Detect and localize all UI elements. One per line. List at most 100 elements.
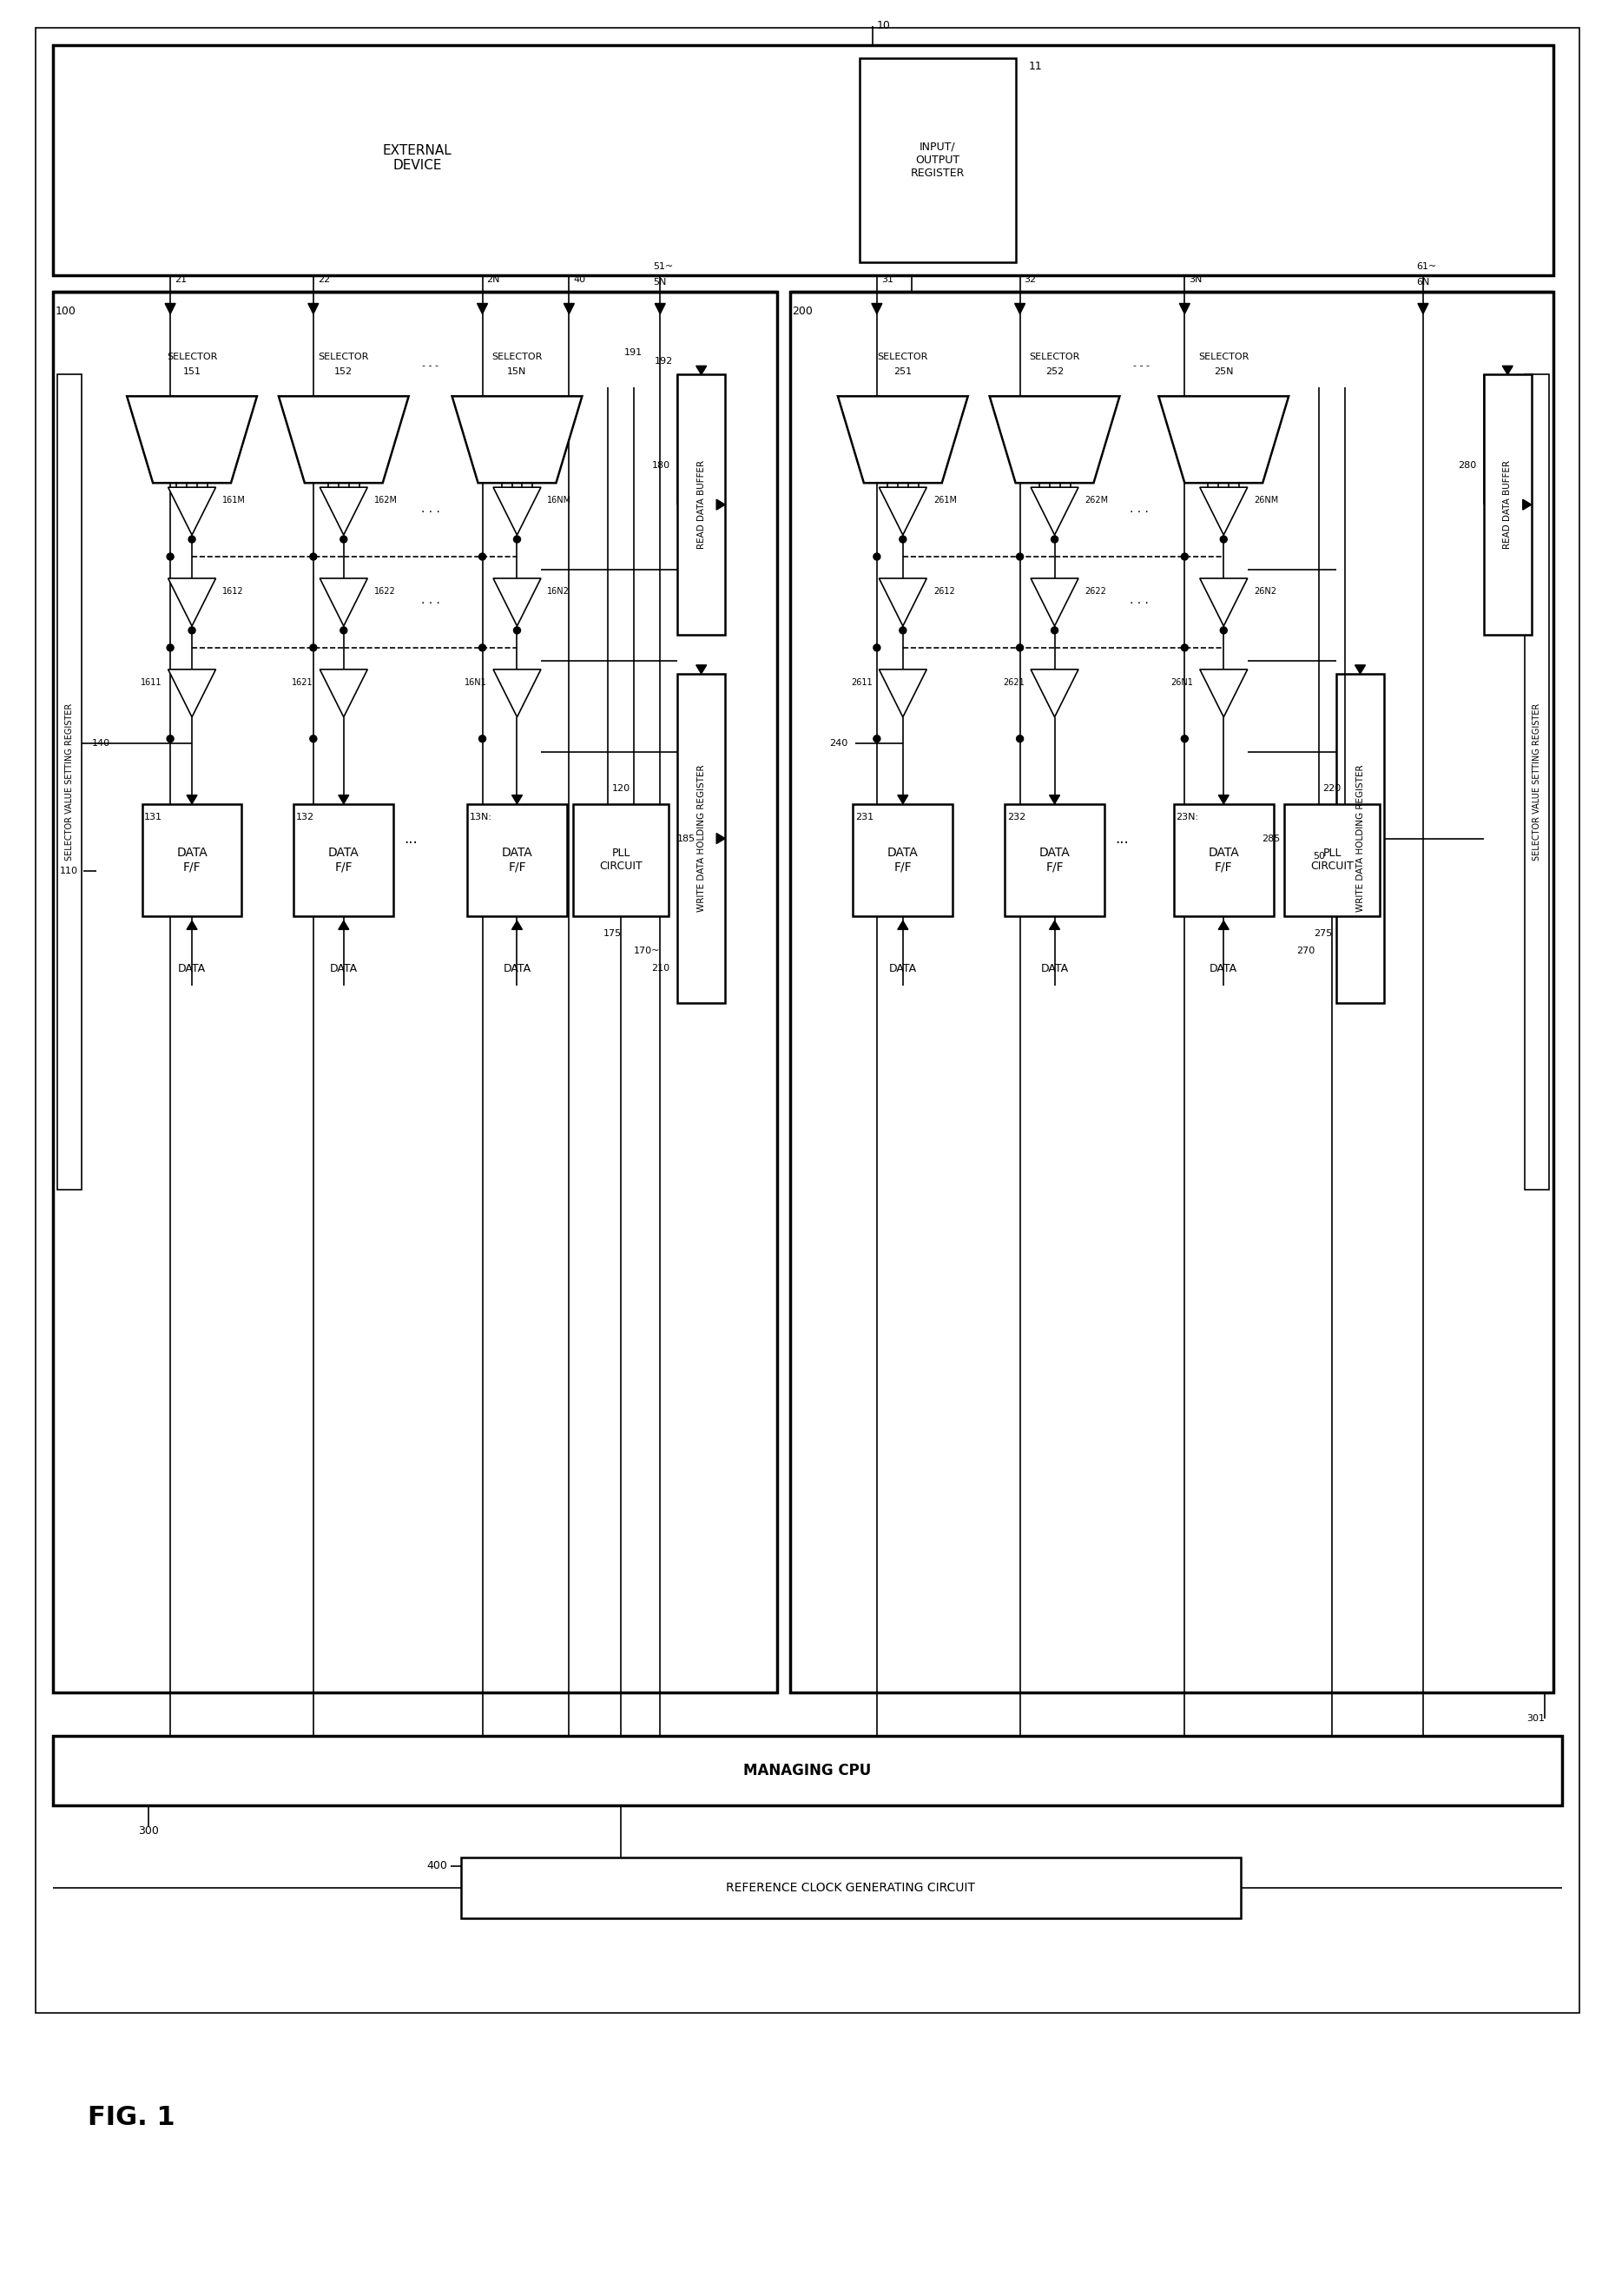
Circle shape [479, 645, 485, 652]
Polygon shape [655, 303, 665, 315]
Text: 21: 21 [175, 276, 187, 282]
Bar [35, 28, 1580, 2014]
Polygon shape [477, 303, 487, 315]
Polygon shape [990, 397, 1120, 482]
Circle shape [479, 553, 485, 560]
Text: 61~: 61~ [1416, 262, 1437, 271]
Polygon shape [871, 303, 883, 315]
Circle shape [189, 627, 195, 634]
Bar [53, 1736, 1562, 1805]
Text: 1611: 1611 [141, 677, 162, 687]
Text: PLL
CIRCUIT: PLL CIRCUIT [1310, 847, 1354, 872]
Text: 3N: 3N [1189, 276, 1203, 282]
Polygon shape [697, 666, 706, 673]
Circle shape [167, 553, 173, 560]
Text: 152: 152 [335, 367, 352, 377]
Text: 140: 140 [93, 739, 111, 748]
Text: 275: 275 [1314, 930, 1333, 939]
Text: 180: 180 [652, 461, 671, 471]
Text: SELECTOR: SELECTOR [319, 354, 368, 360]
Text: 1621: 1621 [292, 677, 314, 687]
Text: DATA: DATA [330, 962, 357, 974]
Polygon shape [279, 397, 409, 482]
Polygon shape [308, 303, 319, 315]
Text: REFERENCE CLOCK GENERATING CIRCUIT: REFERENCE CLOCK GENERATING CIRCUIT [726, 1880, 976, 1894]
Text: 23N:: 23N: [1176, 813, 1198, 822]
Text: - - -: - - - [421, 360, 439, 370]
Polygon shape [168, 487, 216, 535]
Text: 252: 252 [1046, 367, 1064, 377]
Text: DATA
F/F: DATA F/F [888, 847, 918, 872]
Polygon shape [338, 921, 349, 930]
Polygon shape [564, 303, 574, 315]
Bar [53, 292, 777, 1692]
Bar [461, 1857, 1242, 1917]
Text: 1622: 1622 [373, 588, 396, 595]
Bar [1483, 374, 1532, 634]
Polygon shape [1200, 670, 1248, 716]
Bar [574, 804, 668, 916]
Bar [1285, 804, 1379, 916]
Text: SELECTOR VALUE SETTING REGISTER: SELECTOR VALUE SETTING REGISTER [66, 703, 74, 861]
Text: 100: 100 [54, 305, 75, 317]
Polygon shape [879, 579, 926, 627]
Polygon shape [513, 794, 522, 804]
Text: 40: 40 [574, 276, 586, 282]
Polygon shape [493, 579, 541, 627]
Text: 2622: 2622 [1085, 588, 1107, 595]
Circle shape [1016, 735, 1024, 742]
Bar [1525, 374, 1549, 1189]
Text: ...: ... [1115, 831, 1129, 847]
Polygon shape [716, 501, 726, 510]
Text: 280: 280 [1458, 461, 1477, 471]
Text: INPUT/
OUTPUT
REGISTER: INPUT/ OUTPUT REGISTER [910, 142, 964, 179]
Text: DATA
F/F: DATA F/F [176, 847, 208, 872]
Polygon shape [320, 487, 367, 535]
Bar [860, 57, 1016, 262]
Circle shape [340, 535, 348, 542]
Text: DATA: DATA [889, 962, 916, 974]
Text: DATA: DATA [178, 962, 207, 974]
Text: 32: 32 [1024, 276, 1036, 282]
Polygon shape [320, 670, 367, 716]
Bar [468, 804, 567, 916]
Circle shape [189, 535, 195, 542]
Text: 191: 191 [625, 349, 642, 358]
Text: . . .: . . . [1129, 595, 1149, 606]
Text: EXTERNAL
DEVICE: EXTERNAL DEVICE [383, 145, 452, 172]
Polygon shape [1219, 921, 1229, 930]
Bar [143, 804, 242, 916]
Text: 120: 120 [612, 783, 630, 792]
Text: 110: 110 [59, 868, 78, 875]
Text: 131: 131 [144, 813, 162, 822]
Text: 261M: 261M [934, 496, 956, 505]
Text: 232: 232 [1008, 813, 1025, 822]
Text: 285: 285 [1262, 833, 1280, 843]
Text: 15N: 15N [508, 367, 527, 377]
Text: 251: 251 [894, 367, 912, 377]
Circle shape [514, 627, 521, 634]
Polygon shape [1200, 579, 1248, 627]
Text: SELECTOR: SELECTOR [878, 354, 928, 360]
Text: 400: 400 [428, 1860, 447, 1871]
Text: 200: 200 [791, 305, 812, 317]
Text: . . .: . . . [421, 503, 441, 514]
Circle shape [1181, 645, 1189, 652]
Polygon shape [697, 365, 706, 374]
Text: MANAGING CPU: MANAGING CPU [743, 1763, 871, 1779]
Polygon shape [1049, 921, 1061, 930]
Circle shape [1221, 535, 1227, 542]
Polygon shape [716, 833, 726, 843]
Text: 270: 270 [1296, 946, 1315, 955]
Circle shape [309, 645, 317, 652]
Circle shape [873, 645, 881, 652]
Bar [790, 292, 1552, 1692]
Text: 22: 22 [317, 276, 330, 282]
Polygon shape [1355, 666, 1365, 673]
Circle shape [1181, 553, 1189, 560]
Circle shape [1181, 735, 1189, 742]
Circle shape [899, 535, 907, 542]
Circle shape [340, 627, 348, 634]
Text: 301: 301 [1527, 1715, 1544, 1722]
Text: WRITE DATA HOLDING REGISTER: WRITE DATA HOLDING REGISTER [697, 765, 705, 912]
